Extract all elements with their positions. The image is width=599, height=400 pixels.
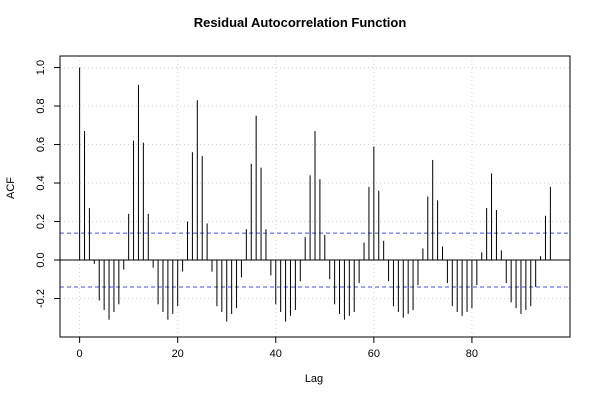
y-tick-label: 0.8 — [35, 98, 47, 113]
x-axis: 0 20 40 60 80 — [77, 336, 478, 360]
y-tick-label: 0.2 — [35, 214, 47, 229]
y-tick-label: 1.0 — [35, 60, 47, 75]
x-axis-label: Lag — [305, 373, 323, 385]
acf-bars — [79, 67, 551, 322]
chart-title: Residual Autocorrelation Function — [194, 15, 407, 30]
x-tick-label: 60 — [368, 348, 380, 360]
x-tick-label: 80 — [466, 348, 478, 360]
x-tick-label: 0 — [77, 348, 83, 360]
y-tick-label: -0.2 — [35, 289, 47, 308]
x-tick-label: 20 — [172, 348, 184, 360]
y-tick-label: 0.0 — [35, 252, 47, 267]
y-tick-label: 0.4 — [35, 175, 47, 190]
y-axis-label: ACF — [5, 177, 17, 199]
y-axis: -0.2 0.0 0.2 0.4 0.6 0.8 1.0 — [35, 60, 61, 308]
x-tick-label: 40 — [270, 348, 282, 360]
y-tick-label: 0.6 — [35, 137, 47, 152]
